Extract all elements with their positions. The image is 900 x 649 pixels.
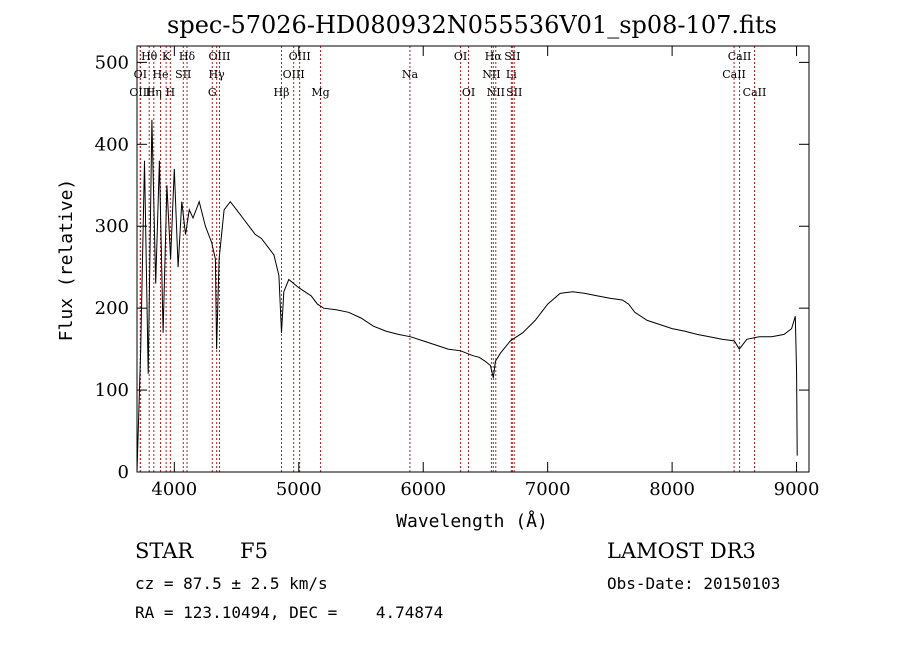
line-label: Mg: [311, 86, 329, 99]
line-label: OIII: [208, 50, 230, 63]
line-label: NII: [487, 86, 505, 99]
x-tick-label: 4000: [151, 479, 197, 500]
line-label: OIII: [129, 86, 151, 99]
y-axis-ticks: 0 100 200 300 400 500: [95, 52, 809, 483]
line-label: OI: [454, 50, 467, 63]
chart-title: spec-57026-HD080932N055536V01_sp08-107.f…: [167, 11, 777, 39]
line-label: Hη: [146, 86, 162, 99]
coordinates: RA = 123.10494, DEC = 4.74874: [135, 603, 444, 622]
line-label: SII: [504, 50, 520, 63]
y-tick-label: 0: [118, 462, 129, 483]
line-label: NII: [482, 68, 500, 81]
line-label: CaII: [728, 50, 752, 63]
x-tick-label: 7000: [525, 479, 571, 500]
spectrum-line: [136, 119, 798, 473]
y-tick-label: 100: [95, 380, 129, 401]
line-label: H: [166, 86, 176, 99]
line-label: SII: [506, 86, 522, 99]
y-tick-label: 400: [95, 134, 129, 155]
line-label: G: [208, 86, 217, 99]
line-label: OI: [134, 68, 147, 81]
y-tick-label: 300: [95, 216, 129, 237]
x-axis-ticks: 4000 5000 6000 7000 8000 9000: [151, 46, 819, 500]
line-label: CaII: [743, 86, 767, 99]
line-label: SII: [175, 68, 191, 81]
redshift-value: cz = 87.5 ± 2.5 km/s: [135, 574, 328, 593]
line-label: He: [152, 68, 168, 81]
line-label: Li: [506, 68, 517, 81]
x-axis-label: Wavelength (Å): [396, 510, 548, 532]
survey-name: LAMOST DR3: [607, 539, 756, 563]
plot-frame: [136, 45, 810, 473]
line-label: Hα: [485, 50, 503, 63]
x-tick-label: 5000: [276, 479, 322, 500]
x-tick-label: 9000: [774, 479, 820, 500]
line-label: OIII: [283, 68, 305, 81]
x-tick-label: 8000: [649, 479, 695, 500]
line-label: Hγ: [209, 68, 226, 81]
line-label: Hδ: [179, 50, 196, 63]
observation-date: Obs-Date: 20150103: [607, 574, 781, 593]
x-tick-label: 6000: [400, 479, 446, 500]
y-tick-label: 500: [95, 52, 129, 73]
line-label: K: [162, 50, 171, 63]
object-subclass: F5: [240, 539, 268, 563]
line-label: OIII: [289, 50, 311, 63]
y-tick-label: 200: [95, 298, 129, 319]
line-label: Na: [402, 68, 419, 81]
object-class: STAR: [135, 539, 194, 563]
line-label: Hθ: [141, 50, 158, 63]
line-label: OI: [462, 86, 475, 99]
line-label: CaII: [722, 68, 746, 81]
emission-line-markers: [139, 46, 755, 472]
line-label: Hβ: [274, 86, 290, 99]
y-axis-label: Flux (relative): [56, 179, 77, 342]
